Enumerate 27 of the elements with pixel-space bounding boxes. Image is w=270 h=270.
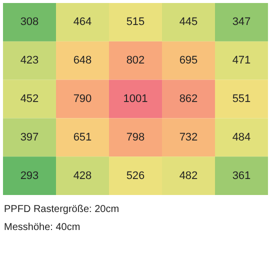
data-label: 347 [232,16,251,28]
data-label: 862 [179,93,198,105]
text: PPFD Rastergröße: 20cm [4,204,120,215]
data-label: 445 [179,16,198,28]
data-label: 293 [20,170,39,182]
data-label: 428 [73,170,92,182]
data-label: 484 [232,131,251,144]
data-label: 361 [232,170,251,182]
data-label: 648 [73,54,92,67]
data-label: 452 [20,93,39,105]
data-label: 798 [126,131,145,144]
data-label: 515 [126,16,145,28]
data-label: 651 [73,131,92,144]
data-label: 471 [232,54,251,67]
data-label: 790 [73,93,92,105]
data-label: 397 [20,131,39,144]
data-label: 551 [232,93,251,105]
data-label: 802 [126,54,145,67]
data-label: 308 [20,16,39,28]
data-label: 464 [73,16,92,28]
data-label: 482 [179,170,198,182]
data-label: 526 [126,170,145,182]
data-label: 1001 [123,93,148,105]
data-label: 423 [20,54,39,67]
text: Messhöhe: 40cm [4,222,80,233]
data-label: 695 [179,54,198,67]
data-label: 732 [179,131,198,144]
